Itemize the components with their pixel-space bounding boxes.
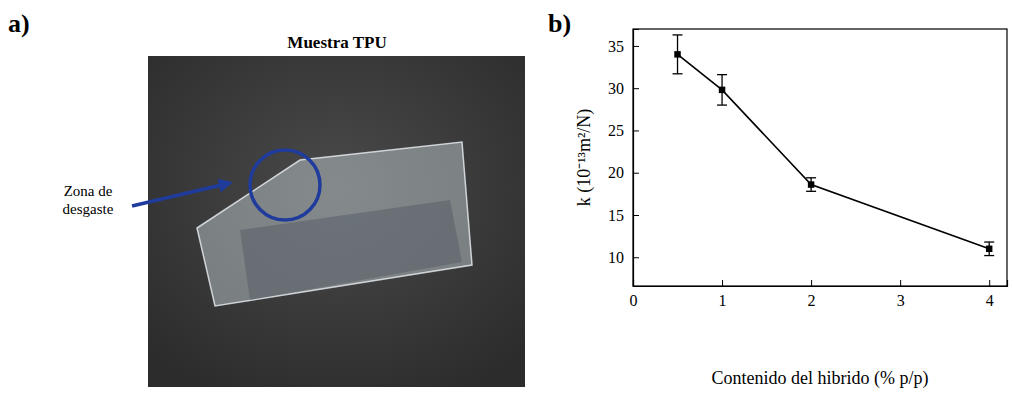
y-tick-mark: [633, 88, 639, 89]
y-tick-label: 35: [608, 38, 624, 55]
y-tick: 25: [608, 122, 639, 139]
x-axis-line: [634, 280, 1008, 287]
x-tick: 2: [808, 280, 816, 309]
data-line: [678, 54, 990, 248]
error-bar-cap: [717, 104, 727, 105]
x-tick: 3: [897, 280, 905, 309]
error-bar-cap: [806, 191, 816, 192]
y-tick: 20: [608, 164, 639, 181]
x-tick-mark: [900, 280, 901, 286]
error-bar: [806, 178, 816, 192]
y-tick-mark: [633, 173, 639, 174]
y-tick-label: 30: [608, 80, 624, 97]
chart-title: b): [548, 9, 571, 38]
x-tick-label: 0: [630, 292, 638, 309]
y-axis-title: k (10⁻¹³m²/N): [574, 109, 595, 207]
photo-background: [148, 56, 525, 387]
error-bar-cap: [806, 177, 816, 178]
error-bar: [673, 35, 683, 74]
x-tick-mark: [811, 280, 812, 286]
x-tick-label: 1: [719, 292, 727, 309]
y-tick: 35: [608, 38, 639, 55]
data: [673, 35, 995, 256]
x-tick-mark: [722, 280, 723, 286]
y-tick-label: 10: [608, 249, 624, 266]
error-bar-cap: [984, 241, 994, 242]
wear-circle: [250, 150, 320, 220]
x-axis: 0 1 2 3 4: [630, 280, 1008, 309]
x-tick-mark: [989, 280, 990, 286]
photo-title: Muestra TPU: [287, 33, 386, 52]
y-tick-mark: [633, 215, 639, 216]
x-tick: 1: [719, 280, 727, 309]
sample: [197, 142, 472, 306]
y-tick-mark: [633, 257, 639, 258]
error-bar-cap: [984, 255, 994, 256]
figure: a) Muestra TPU Zona dedesgaste b) 0 1 2 3 4 10 15 2…: [0, 0, 1014, 396]
plot-frame: [633, 29, 1007, 286]
x-tick-label: 2: [808, 292, 816, 309]
y-tick: 30: [608, 80, 639, 97]
x-tick-label: 4: [986, 292, 994, 309]
y-axis: 10 15 20 25 30 35: [608, 30, 639, 287]
y-tick-label: 15: [608, 207, 624, 224]
arrow: [132, 183, 230, 206]
x-tick: 4: [986, 280, 994, 309]
error-bar: [717, 75, 727, 105]
data-point: [986, 246, 992, 252]
data-point: [808, 181, 814, 187]
panel-label: a): [8, 9, 30, 38]
data-point: [674, 51, 680, 57]
data-point: [719, 87, 725, 93]
y-tick-mark: [633, 130, 639, 131]
x-axis-title: Contenido del hibrido (% p/p): [712, 368, 929, 389]
annotation: Zona dedesgaste: [63, 183, 114, 217]
y-axis-line: [634, 30, 640, 287]
error-bar-cap: [717, 74, 727, 75]
y-tick: 10: [608, 249, 639, 266]
y-tick: 15: [608, 207, 639, 224]
error-bar: [984, 242, 994, 256]
sample-texture: [240, 200, 462, 300]
y-tick-mark: [633, 46, 639, 47]
x-tick-label: 3: [897, 292, 905, 309]
error-bar-cap: [673, 34, 683, 35]
y-tick-label: 25: [608, 122, 624, 139]
y-tick-label: 20: [608, 164, 624, 181]
error-bar-cap: [673, 73, 683, 74]
